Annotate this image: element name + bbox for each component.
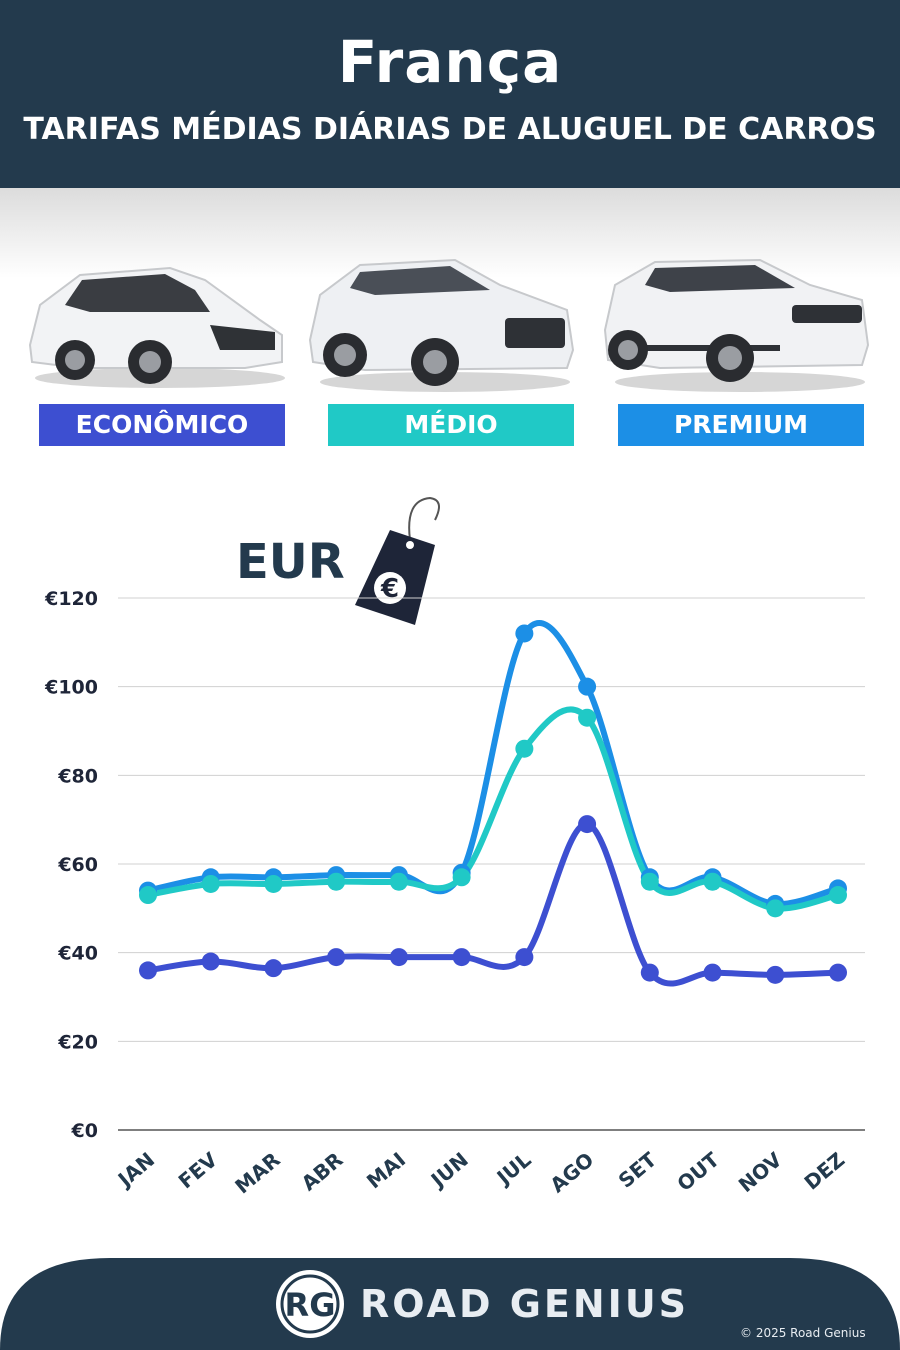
euro-symbol: € <box>380 574 399 604</box>
data-point <box>578 815 597 834</box>
x-tick-label: ABR <box>297 1147 348 1195</box>
data-point <box>640 872 659 891</box>
page-title: França <box>337 28 563 96</box>
y-tick-label: €0 <box>71 1120 98 1142</box>
data-point <box>327 948 346 967</box>
series-line-2 <box>145 620 841 907</box>
data-point <box>703 872 722 891</box>
data-point <box>703 963 722 982</box>
x-tick-label: JAN <box>112 1147 159 1192</box>
data-point <box>578 677 597 696</box>
y-tick-label: €20 <box>57 1031 98 1053</box>
data-point <box>389 872 408 891</box>
y-tick-label: €40 <box>57 943 98 965</box>
data-point <box>139 886 157 905</box>
header: França TARIFAS MÉDIAS DIÁRIAS DE ALUGUEL… <box>0 0 900 188</box>
currency-label: EUR <box>236 534 345 590</box>
premium-car-image <box>603 258 870 392</box>
line-chart: €0 €20 €40 €60 €80 €100 €120 JAN FEV MAR ABR MAI JU… <box>44 588 865 1198</box>
data-point <box>327 872 346 891</box>
x-tick-label: SET <box>614 1147 662 1192</box>
data-point <box>766 899 785 918</box>
x-tick-label: NOV <box>734 1147 787 1197</box>
copyright-text: © 2025 Road Genius <box>740 1326 866 1340</box>
y-tick-label: €100 <box>44 677 98 699</box>
x-tick-label: MAR <box>230 1147 284 1198</box>
x-tick-label: MAI <box>362 1147 410 1193</box>
data-point <box>515 948 534 967</box>
brand-logo-initials: RG <box>285 1286 336 1324</box>
y-tick-label: €120 <box>44 588 98 610</box>
x-tick-label: DEZ <box>799 1147 849 1194</box>
economy-car-image <box>28 266 285 388</box>
y-tick-label: €80 <box>57 765 98 787</box>
data-point <box>829 963 847 982</box>
data-point <box>264 959 283 978</box>
euro-price-tag-icon: € <box>355 496 440 625</box>
data-point <box>640 963 659 982</box>
data-point <box>201 874 220 893</box>
data-point <box>264 874 283 893</box>
footer: RG <box>0 1258 900 1350</box>
category-badge-premium: PREMIUM <box>618 404 864 446</box>
data-point <box>389 948 408 967</box>
x-tick-label: OUT <box>672 1147 724 1196</box>
data-point <box>139 961 157 980</box>
data-point <box>201 952 220 971</box>
x-tick-label: JUL <box>491 1147 536 1190</box>
category-badge-economy: ECONÔMICO <box>39 404 285 446</box>
midsize-car-image <box>308 258 575 392</box>
data-point <box>829 886 847 905</box>
x-tick-label: FEV <box>174 1147 223 1193</box>
series-line-0 <box>145 821 841 987</box>
x-tick-label: AGO <box>545 1147 598 1197</box>
data-point <box>515 739 534 758</box>
data-point <box>766 965 785 984</box>
data-point <box>515 624 534 643</box>
data-point <box>452 868 471 887</box>
brand-name: ROAD GENIUS <box>360 1282 690 1326</box>
data-point <box>452 948 471 967</box>
page-subtitle: TARIFAS MÉDIAS DIÁRIAS DE ALUGUEL DE CAR… <box>23 112 877 147</box>
y-tick-label: €60 <box>57 854 98 876</box>
data-point <box>578 708 597 727</box>
x-tick-label: JUN <box>425 1147 473 1193</box>
category-badge-midsize: MÉDIO <box>328 404 574 446</box>
